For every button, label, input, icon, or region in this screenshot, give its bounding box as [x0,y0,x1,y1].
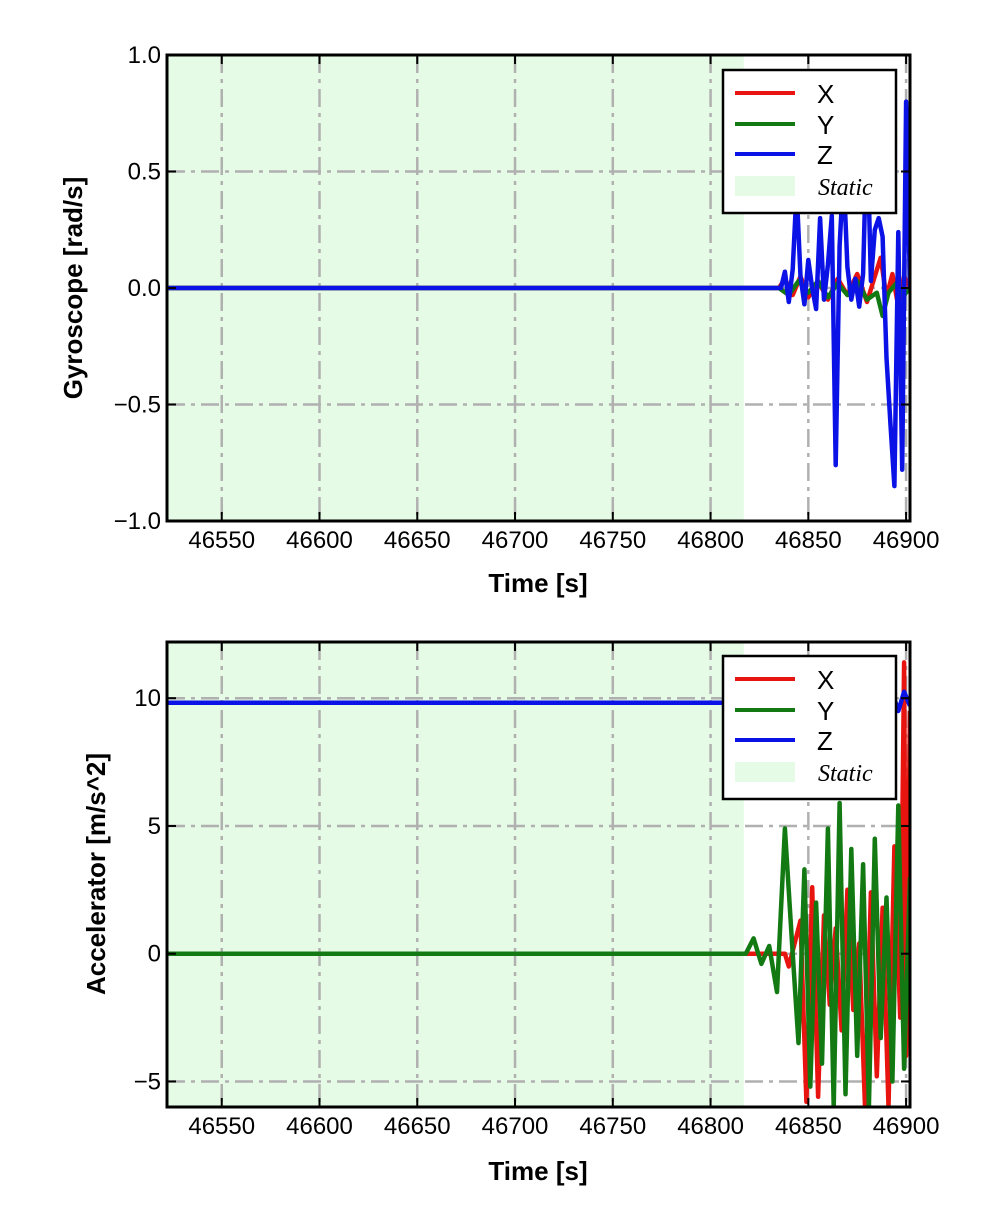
x-tick-labels: 46550 46600 46650 46700 46750 46800 46850 46900 [188,1113,939,1140]
y-tick-label: −0.5 [114,392,161,419]
x-tick-label: 46550 [188,1113,255,1140]
x-tick-label: 46850 [775,1113,842,1140]
x-tick-label: 46750 [579,527,646,554]
x-tick-label: 46600 [286,527,353,554]
x-axis-label: Time [s] [488,568,587,598]
y-tick-label: 0.0 [128,275,161,302]
plot-frame [165,640,912,1109]
legend-label-static: Static [818,761,873,787]
x-tick-label: 46600 [286,1113,353,1140]
x-tick-label: 46900 [873,527,940,554]
legend-swatch-static [735,176,795,196]
y-tick-label: 10 [134,685,161,712]
tick-marks [167,54,910,522]
x-tick-label: 46850 [775,527,842,554]
legend: X Y Z Static [721,654,898,801]
x-tick-label: 46800 [677,527,744,554]
y-tick-labels: −1.0 −0.5 0.0 0.5 1.0 [114,42,161,535]
legend-label-x: X [817,79,834,109]
legend-label-static: Static [818,175,873,201]
legend: X Y Z Static [721,68,898,215]
legend-label-z: Z [817,726,833,756]
x-tick-label: 46800 [677,1113,744,1140]
legend-label-y: Y [817,110,834,140]
series-line-y [167,278,910,319]
x-tick-label: 46650 [384,1113,451,1140]
y-tick-label: −1.0 [114,508,161,535]
x-tick-label: 46700 [482,527,549,554]
y-tick-label: 5 [148,813,161,840]
x-tick-label: 46750 [579,1113,646,1140]
accelerator-panel: 46550 46600 46650 46700 46750 46800 46850 46900… [81,640,939,1186]
x-tick-labels: 46550 46600 46650 46700 46750 46800 46850 46900 [188,527,939,554]
tick-marks [167,642,910,1107]
y-tick-label: −5 [134,1068,161,1095]
legend-label-y: Y [817,696,834,726]
legend-swatch-static [735,762,795,782]
x-axis-label: Time [s] [488,1156,587,1186]
legend-label-z: Z [817,140,833,170]
legend-label-x: X [817,665,834,695]
y-tick-label: 0 [148,941,161,968]
x-tick-label: 46700 [482,1113,549,1140]
y-axis-label: Accelerator [m/s^2] [81,753,111,995]
x-tick-label: 46900 [873,1113,940,1140]
x-tick-label: 46650 [384,527,451,554]
x-tick-label: 46550 [188,527,255,554]
series-line-y [167,800,910,1107]
static-region [167,642,744,1107]
y-axis-label: Gyroscope [rad/s] [58,177,88,400]
y-tick-labels: −5 0 5 10 [134,685,161,1095]
y-tick-label: 1.0 [128,42,161,69]
y-tick-label: 0.5 [128,159,161,186]
gyroscope-panel: 46550 46600 46650 46700 46750 46800 46850 46900… [58,42,939,598]
